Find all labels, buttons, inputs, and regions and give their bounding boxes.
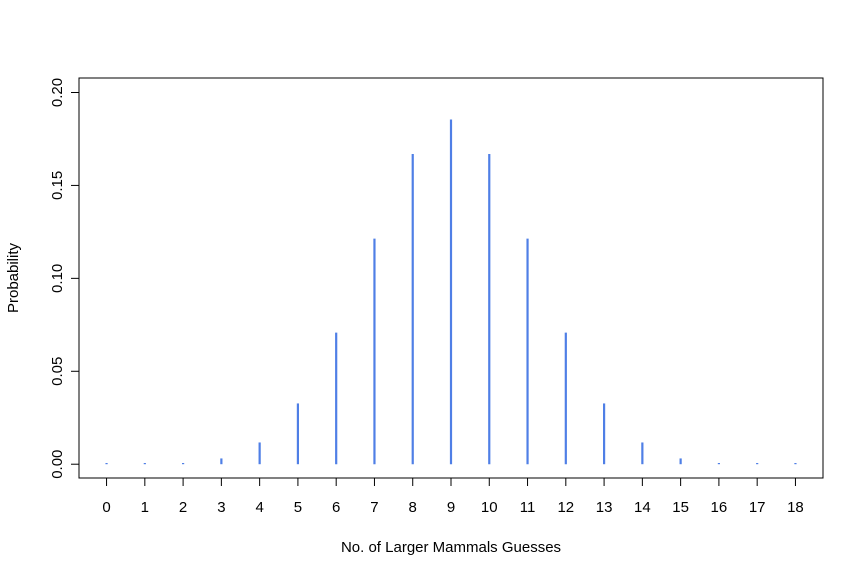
x-tick-label-0: 0 [102, 499, 110, 516]
y-tick-label-1: 0.05 [49, 357, 66, 386]
x-tick-label-11: 11 [520, 499, 536, 516]
bars-group [105, 119, 797, 465]
x-tick-label-6: 6 [332, 499, 340, 516]
x-tick-label-9: 9 [447, 499, 455, 516]
x-axis: 0 1 2 3 4 5 6 7 8 9 10 11 12 13 14 15 16 17 18 [102, 477, 804, 516]
x-axis-title: No. of Larger Mammals Guesses [341, 539, 561, 556]
x-tick-label-7: 7 [370, 499, 378, 516]
x-tick-label-16: 16 [711, 499, 728, 516]
x-tick-label-4: 4 [255, 499, 263, 516]
x-tick-label-15: 15 [672, 499, 689, 516]
x-tick-label-17: 17 [749, 499, 766, 516]
x-tick-label-8: 8 [409, 499, 417, 516]
x-tick-label-12: 12 [557, 499, 574, 516]
y-axis-title: Probability [5, 242, 22, 313]
x-tick-label-1: 1 [141, 499, 149, 516]
y-tick-label-3: 0.15 [49, 171, 66, 200]
x-tick-label-5: 5 [294, 499, 302, 516]
x-tick-label-13: 13 [596, 499, 613, 516]
y-tick-label-0: 0.00 [49, 450, 66, 479]
x-tick-label-14: 14 [634, 499, 651, 516]
x-tick-label-3: 3 [217, 499, 225, 516]
x-tick-label-10: 10 [481, 499, 498, 516]
x-tick-label-18: 18 [787, 499, 804, 516]
x-tick-label-2: 2 [179, 499, 187, 516]
y-tick-label-2: 0.10 [49, 264, 66, 293]
y-axis: 0.00 0.05 0.10 0.15 0.20 [49, 78, 80, 479]
y-tick-label-4: 0.20 [49, 78, 66, 107]
